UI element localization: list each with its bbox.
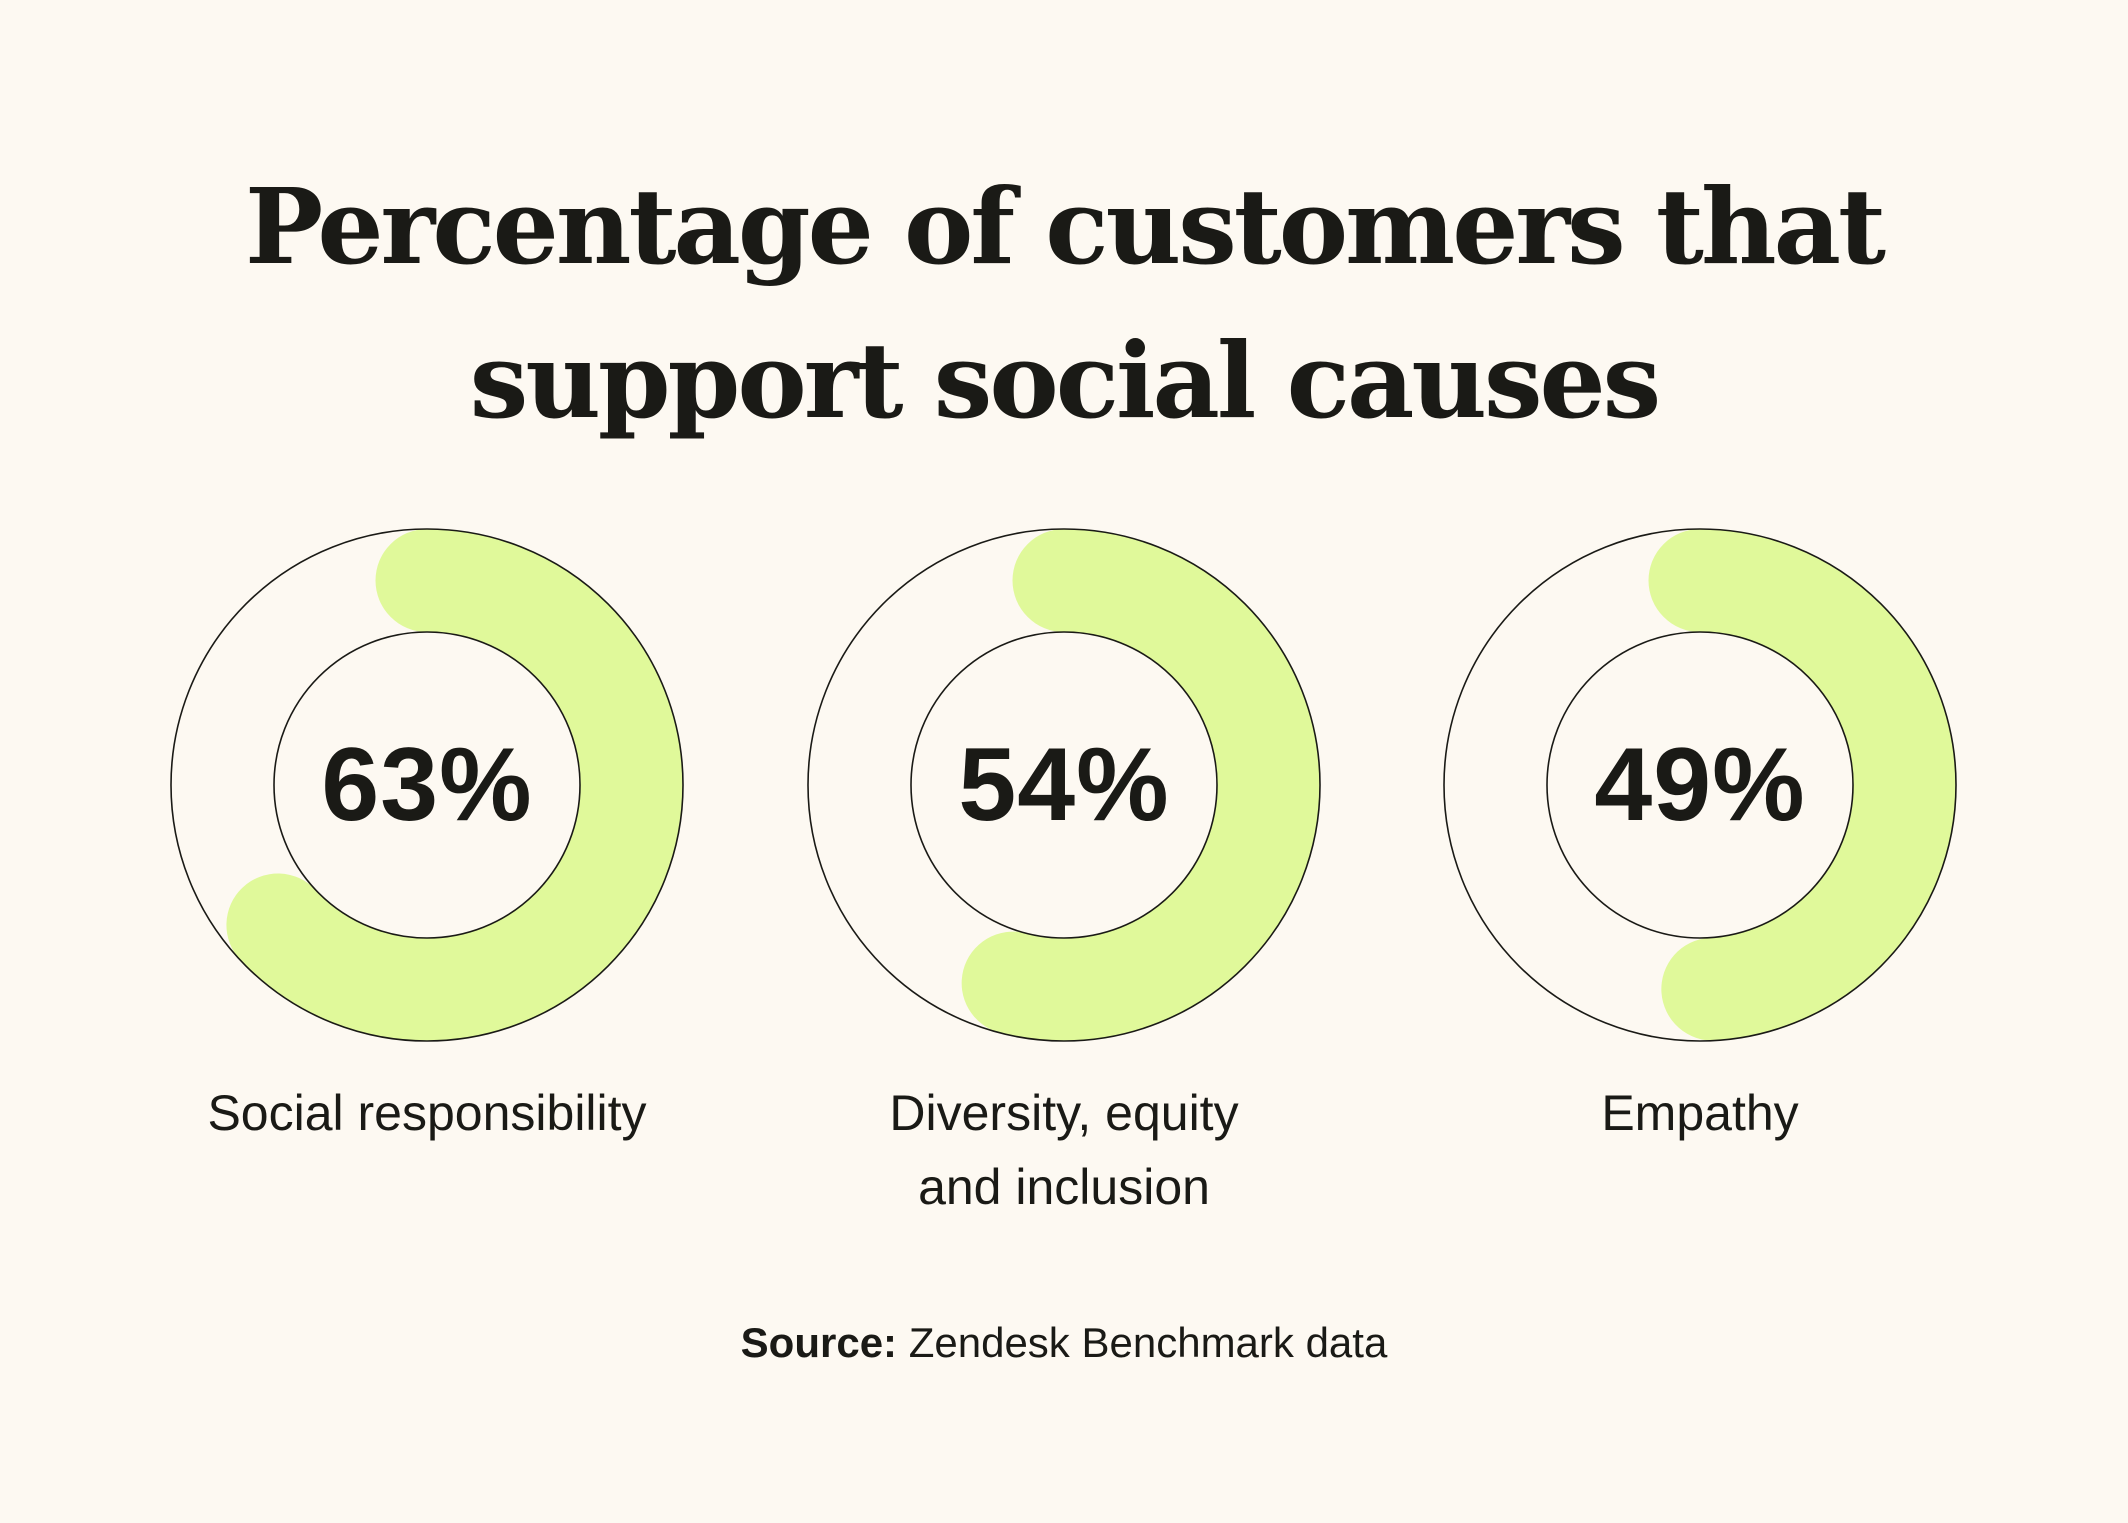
chart-title-line-2: support social causes xyxy=(469,319,1661,442)
donut-inner-ring-2 xyxy=(910,631,1218,939)
donut-value-label-3: 49% xyxy=(1594,727,1806,843)
donut-outer-ring-1 xyxy=(170,528,684,1042)
category-label-1: Social responsibility xyxy=(147,1076,707,1150)
category-label-1-line-1: Social responsibility xyxy=(207,1085,647,1141)
donut-value-label-1: 63% xyxy=(321,727,533,843)
chart-title: Percentage of customers that support soc… xyxy=(0,150,2128,458)
chart-title-line-1: Percentage of customers that xyxy=(244,165,1886,288)
donut-value-label-2: 54% xyxy=(958,727,1170,843)
source-note: Source: Zendesk Benchmark data xyxy=(0,1315,2128,1371)
donut-arc-2 xyxy=(961,529,1320,1041)
category-label-3: Empathy xyxy=(1420,1076,1980,1150)
donut-inner-ring-3 xyxy=(1546,631,1854,939)
donut-arc-3 xyxy=(1648,529,1956,1041)
category-label-2-line-1: Diversity, equity xyxy=(889,1085,1239,1141)
donut-inner-ring-1 xyxy=(273,631,581,939)
donut-outer-ring-2 xyxy=(807,528,1321,1042)
donut-outer-ring-3 xyxy=(1443,528,1957,1042)
category-label-2: Diversity, equity and inclusion xyxy=(784,1076,1344,1224)
category-label-3-line-1: Empathy xyxy=(1601,1085,1799,1141)
category-label-2-line-2: and inclusion xyxy=(918,1159,1210,1215)
donut-arc-1 xyxy=(226,529,683,1041)
source-prefix: Source: xyxy=(740,1319,898,1366)
source-text: Zendesk Benchmark data xyxy=(897,1319,1388,1366)
